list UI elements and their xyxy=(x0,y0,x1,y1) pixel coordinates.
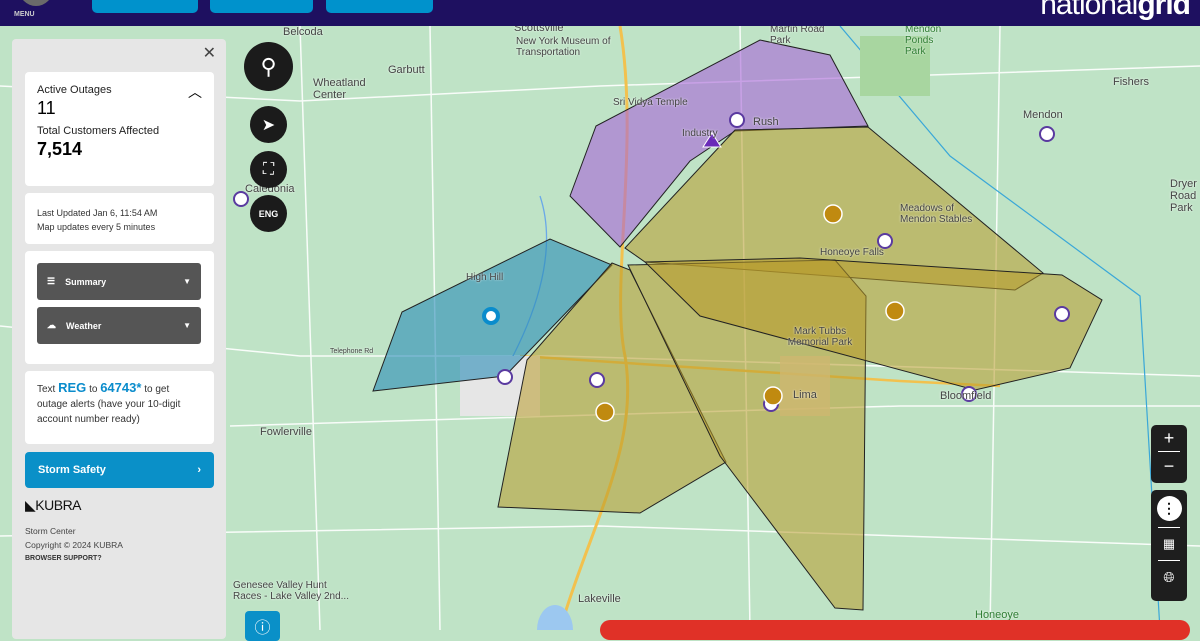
map-label: Meadows of Mendon Stables xyxy=(900,203,973,225)
chevron-up-icon[interactable]: ︿ xyxy=(188,84,202,100)
map-label: Rush xyxy=(753,116,779,128)
outage-panel: ✕ Active Outages ︿ 11 Total Customers Af… xyxy=(12,39,226,639)
zoom-out-button[interactable]: − xyxy=(1163,456,1175,476)
map-label: Mark Tubbs Memorial Park xyxy=(787,326,853,348)
update-info-card: Last Updated Jan 6, 11:54 AM Map updates… xyxy=(25,193,214,244)
info-button[interactable]: ⓘ xyxy=(245,611,280,641)
map-label: Martin Road Park xyxy=(770,24,825,46)
search-icon: ⚲ xyxy=(260,53,277,79)
menu-button[interactable] xyxy=(18,0,54,8)
map-label: Mendon Ponds Park xyxy=(905,24,942,57)
map-label: Bloomfield xyxy=(940,390,992,402)
map-label: Industry xyxy=(682,128,718,139)
zoom-controls: + − xyxy=(1151,425,1187,483)
map-label: Honeoye xyxy=(975,609,1020,621)
map-label: Wheatland Center xyxy=(313,77,366,101)
map-label: Fowlerville xyxy=(260,426,312,438)
globe-icon[interactable]: 🌐︎ xyxy=(1163,569,1175,585)
search-button[interactable]: ⚲ xyxy=(244,42,293,91)
zoom-in-button[interactable]: + xyxy=(1163,428,1175,448)
active-outages-count: 11 xyxy=(37,98,56,118)
alert-banner[interactable] xyxy=(600,620,1190,640)
chevron-down-icon: ▼ xyxy=(183,321,191,330)
text-alert-card: Text REG to 64743* to get outage alerts … xyxy=(25,371,214,444)
summary-dropdown[interactable]: ☰ Summary ▼ xyxy=(37,263,201,300)
layer-controls: ⋮ ▦ 🌐︎ xyxy=(1151,490,1187,601)
nav-button-1[interactable] xyxy=(92,0,198,13)
map-label: Lima xyxy=(793,389,817,401)
storm-safety-button[interactable]: Storm Safety › xyxy=(25,452,214,488)
map-label: Sri Vidya Temple xyxy=(613,97,688,108)
nav-button-3[interactable] xyxy=(326,0,433,13)
cloud-icon: ☁ xyxy=(47,320,56,330)
update-frequency: Map updates every 5 minutes xyxy=(37,222,156,232)
chevron-right-icon: › xyxy=(197,464,201,476)
short-code: 64743* xyxy=(100,380,142,395)
map-layers-icon[interactable]: ▦ xyxy=(1162,536,1176,551)
menu-label: MENU xyxy=(14,11,35,18)
browser-support-link[interactable]: BROWSER SUPPORT? xyxy=(25,555,102,562)
nav-button-2[interactable] xyxy=(210,0,313,13)
map-label: Garbutt xyxy=(388,64,425,76)
map-label: Telephone Rd xyxy=(330,348,374,355)
national-grid-logo: nationalgrid xyxy=(1040,0,1191,21)
map-layer[interactable] xyxy=(0,26,1200,630)
weather-dropdown[interactable]: ☁ Weather ▼ xyxy=(37,307,201,344)
close-icon[interactable]: ✕ xyxy=(202,45,216,62)
map-label: Belcoda xyxy=(283,26,323,38)
map-label: Mendon xyxy=(1023,109,1063,121)
map-label: Fishers xyxy=(1113,76,1150,88)
reg-keyword: REG xyxy=(58,380,87,395)
map-label: Lakeville xyxy=(578,593,621,605)
map-label: Genesee Valley Hunt Races - Lake Valley … xyxy=(233,580,349,602)
info-icon: ⓘ xyxy=(254,620,271,637)
active-outages-label: Active Outages xyxy=(37,84,112,96)
locate-button[interactable]: ➤ xyxy=(250,106,287,143)
language-button[interactable]: ENG xyxy=(250,195,287,232)
footer-name: Storm Center xyxy=(25,526,76,536)
customers-affected-label: Total Customers Affected xyxy=(37,125,160,137)
location-arrow-icon: ➤ xyxy=(261,116,276,134)
list-icon: ☰ xyxy=(47,276,56,286)
map-label: Honeoye Falls xyxy=(820,247,884,258)
copyright: Copyright © 2024 KUBRA xyxy=(25,540,123,550)
fullscreen-button[interactable]: ⛶ xyxy=(250,151,287,188)
customers-affected-count: 7,514 xyxy=(37,139,83,159)
outage-summary-card: Active Outages ︿ 11 Total Customers Affe… xyxy=(25,72,214,186)
fullscreen-icon: ⛶ xyxy=(262,160,275,178)
map-label: Caledonia xyxy=(245,183,295,195)
kubra-logo: ◣KUBRA xyxy=(25,497,82,513)
filters-card: ☰ Summary ▼ ☁ Weather ▼ xyxy=(25,251,214,364)
top-bar: MENU nationalgrid xyxy=(0,0,1200,26)
last-updated: Last Updated Jan 6, 11:54 AM xyxy=(37,208,158,218)
outage-map[interactable]: Belcoda Scottsville New York Museum of T… xyxy=(0,22,1200,630)
traffic-light-icon[interactable]: ⋮ xyxy=(1156,496,1182,521)
chevron-down-icon: ▼ xyxy=(183,277,191,286)
map-label: New York Museum of Transportation xyxy=(516,36,611,58)
map-label: Dryer Road Park xyxy=(1170,178,1197,214)
map-label: High Hill xyxy=(466,272,504,283)
